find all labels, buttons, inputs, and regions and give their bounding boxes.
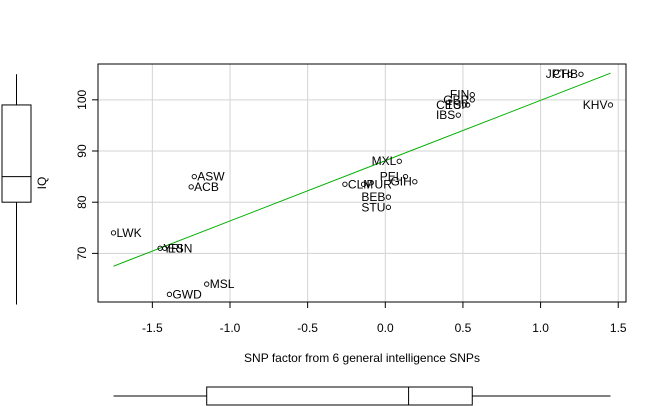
x-tick-label: -1.5 (142, 321, 163, 335)
point-acb (188, 184, 194, 190)
point-chb (578, 71, 584, 77)
x-tick-label: 1.0 (532, 321, 549, 335)
y-tick-label: 80 (75, 195, 89, 209)
point-mxl (396, 158, 402, 164)
point-stu (385, 204, 392, 210)
point-asw (191, 173, 197, 180)
point-clm (342, 181, 348, 187)
x-tick-label: 0.5 (455, 321, 472, 335)
label-tsi: TSI (446, 98, 465, 112)
point-beb (385, 194, 392, 200)
label-ibs: IBS (436, 108, 455, 122)
label-fin: FIN (450, 88, 469, 102)
y-tick-label: 100 (75, 89, 89, 109)
x-box (206, 386, 473, 406)
point-gwd (166, 291, 173, 297)
regression-line (113, 72, 611, 267)
label-acb: ACB (194, 180, 219, 194)
label-pur: PUR (367, 177, 393, 191)
point-ibs (455, 112, 461, 118)
point-jpt (567, 71, 573, 77)
x-axis: -1.5 -1.0 -0.5 0.0 0.5 1.0 1.5 (142, 301, 627, 335)
label-ceu: CEU (436, 98, 461, 112)
x-boxplot (113, 386, 611, 406)
x-tick-label: -1.0 (220, 321, 241, 335)
y-tick-label: 90 (75, 144, 89, 158)
y-axis-title: IQ (35, 177, 49, 190)
x-axis-title: SNP factor from 6 general intelligence S… (244, 351, 480, 365)
point-msl (204, 281, 210, 287)
label-yri: YRI (163, 241, 183, 255)
point-esn (162, 245, 168, 251)
point-tsi (464, 102, 471, 108)
point-fin (469, 92, 475, 98)
label-gbr: GBR (443, 93, 469, 107)
point-pur (360, 181, 367, 187)
label-jpt: JPT (546, 67, 568, 81)
grid (98, 64, 626, 302)
label-khv: KHV (583, 98, 608, 112)
x-tick-label: 1.5 (610, 321, 627, 335)
data-points (110, 71, 614, 297)
label-esn: ESN (168, 241, 193, 255)
label-pel: PEL (380, 170, 403, 184)
label-stu: STU (361, 200, 385, 214)
point-khv (607, 102, 614, 108)
point-pel (402, 173, 409, 180)
label-asw: ASW (197, 170, 225, 184)
label-gwd: GWD (172, 287, 202, 301)
x-tick-label: -0.5 (297, 321, 318, 335)
label-gih: GIH (390, 175, 411, 189)
point-lwk (110, 230, 117, 236)
label-mxl: MXL (372, 154, 397, 168)
label-clm: CLM (348, 177, 373, 191)
y-tick-label: 70 (75, 246, 89, 260)
y-axis: 70 80 90 100 (75, 89, 98, 260)
label-lwk: LWK (117, 226, 142, 240)
label-chb: CHB (553, 67, 578, 81)
point-ceu (461, 102, 468, 108)
label-beb: BEB (361, 190, 385, 204)
label-msl: MSL (210, 277, 235, 291)
x-tick-label: 0.0 (377, 321, 394, 335)
y-boxplot (1, 74, 32, 305)
y-box (1, 104, 32, 203)
point-gbr (469, 97, 475, 103)
point-gih (412, 179, 418, 185)
